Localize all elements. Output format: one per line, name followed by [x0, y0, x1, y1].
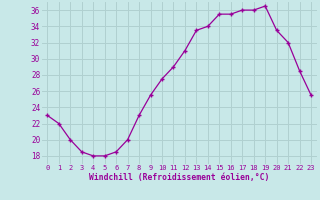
X-axis label: Windchill (Refroidissement éolien,°C): Windchill (Refroidissement éolien,°C) — [89, 173, 269, 182]
